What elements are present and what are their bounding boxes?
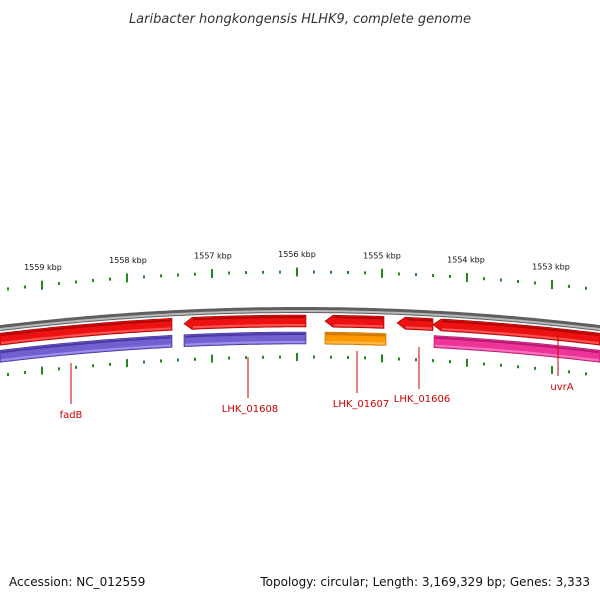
forward-cds-5-shadow [441, 320, 600, 337]
cds-tracks [0, 314, 600, 363]
backbone-highlight [0, 310, 600, 331]
reverse-cds-LHK_01607-highlight [325, 341, 386, 345]
accession-text: Accession: NC_012559 [9, 575, 145, 589]
forward-cds-2 [183, 314, 307, 330]
genome-backbone [0, 307, 600, 332]
reverse-cds-fadB-shadow [0, 336, 172, 354]
forward-cds-3-highlight [333, 324, 384, 328]
scale-label: 1558 kbp [109, 256, 147, 265]
gene-label-fadB: fadB [60, 410, 83, 421]
forward-cds-4 [396, 316, 434, 331]
gene-label-LHK_01608: LHK_01608 [222, 404, 278, 415]
summary-text: Topology: circular; Length: 3,169,329 bp… [259, 575, 590, 589]
map-title: Laribacter hongkongensis HLHK9, complete… [129, 12, 471, 27]
reverse-cds-fadB-highlight [0, 344, 172, 362]
reverse-cds-LHK_01607-shadow [325, 333, 386, 337]
scale-ruler: 1559 kbp 1558 kbp 1557 kbp 1556 kbp 1555 kbp… [7, 250, 587, 377]
forward-cds-3-shadow [333, 316, 384, 320]
scale-label: 1559 kbp [24, 263, 62, 272]
scale-label: 1555 kbp [363, 251, 401, 260]
scale-label: 1554 kbp [447, 255, 485, 264]
reverse-cds-LHK_01607 [324, 331, 387, 346]
reverse-cds-LHK_01608 [183, 331, 307, 348]
reverse-cds-fadB [0, 334, 173, 363]
gene-label-LHK_01607: LHK_01607 [333, 399, 389, 410]
forward-cds-5-highlight [441, 328, 600, 345]
reverse-cds-LHK_01608-highlight [184, 341, 305, 346]
forward-cds-1 [0, 317, 173, 346]
forward-cds-1-shadow [0, 319, 172, 337]
forward-cds-4-highlight [405, 326, 432, 330]
forward-cds-1-highlight [0, 327, 172, 345]
scale-label: 1556 kbp [278, 250, 316, 259]
forward-cds-2-shadow [192, 316, 305, 321]
gene-label-LHK_01606: LHK_01606 [394, 394, 450, 405]
forward-cds-3 [324, 314, 385, 329]
gene-labels: fadB LHK_01608 LHK_01607 LHK_01606 uvrA [60, 335, 574, 421]
forward-cds-2-highlight [192, 324, 305, 329]
reverse-cds-LHK_01608-shadow [184, 333, 305, 338]
gene-label-uvrA: uvrA [550, 382, 573, 393]
reverse-cds-uvrA-highlight [434, 344, 600, 362]
forward-cds-4-shadow [405, 318, 432, 322]
scale-label: 1553 kbp [532, 262, 570, 271]
scale-label: 1557 kbp [194, 251, 232, 260]
reverse-cds-uvrA-shadow [434, 336, 600, 354]
